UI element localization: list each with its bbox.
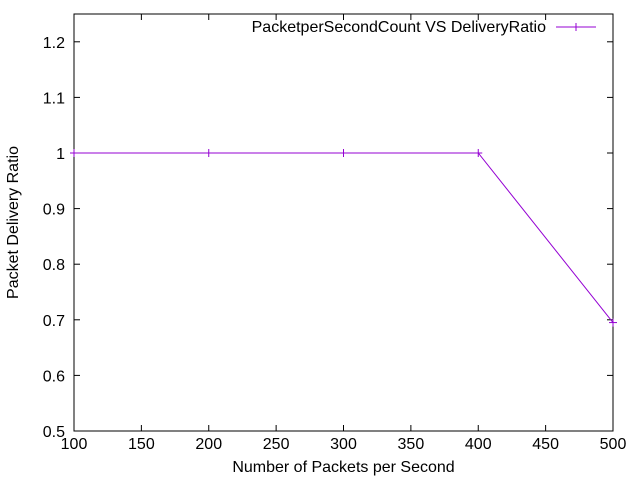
x-tick-label: 350 (398, 436, 425, 453)
y-tick-label: 1.2 (43, 35, 65, 52)
x-tick-label: 450 (532, 436, 559, 453)
x-tick-label: 250 (263, 436, 290, 453)
y-tick-label: 0.8 (43, 257, 65, 274)
x-tick-label: 400 (465, 436, 492, 453)
x-tick-label: 300 (330, 436, 357, 453)
y-tick-label: 0.6 (43, 368, 65, 385)
legend-label: PacketperSecondCount VS DeliveryRatio (252, 19, 546, 36)
axis-ticks: 100 150 200 250 300 350 400 450 500 0.5 0.6 0.7 0.8 0… (43, 14, 627, 453)
x-tick-label: 500 (600, 436, 627, 453)
data-point (70, 149, 78, 157)
y-tick-label: 0.9 (43, 202, 65, 219)
plot-frame (73, 13, 614, 432)
x-axis-label: Number of Packets per Second (232, 459, 454, 476)
data-point (339, 149, 348, 157)
series-line (74, 152, 614, 323)
x-tick-label: 150 (128, 436, 155, 453)
legend: PacketperSecondCount VS DeliveryRatio (252, 19, 596, 36)
y-tick-label: 0.7 (43, 313, 65, 330)
series-layer (70, 149, 617, 327)
x-tick-label: 100 (61, 436, 88, 453)
y-axis-label: Packet Delivery Ratio (5, 146, 22, 299)
data-point (609, 318, 617, 327)
y-tick-label: 0.5 (43, 424, 65, 441)
y-tick-label: 1.1 (43, 90, 65, 107)
data-point (204, 149, 213, 157)
y-tick-label: 1 (56, 146, 65, 163)
data-point (474, 149, 483, 157)
x-tick-label: 200 (195, 436, 222, 453)
